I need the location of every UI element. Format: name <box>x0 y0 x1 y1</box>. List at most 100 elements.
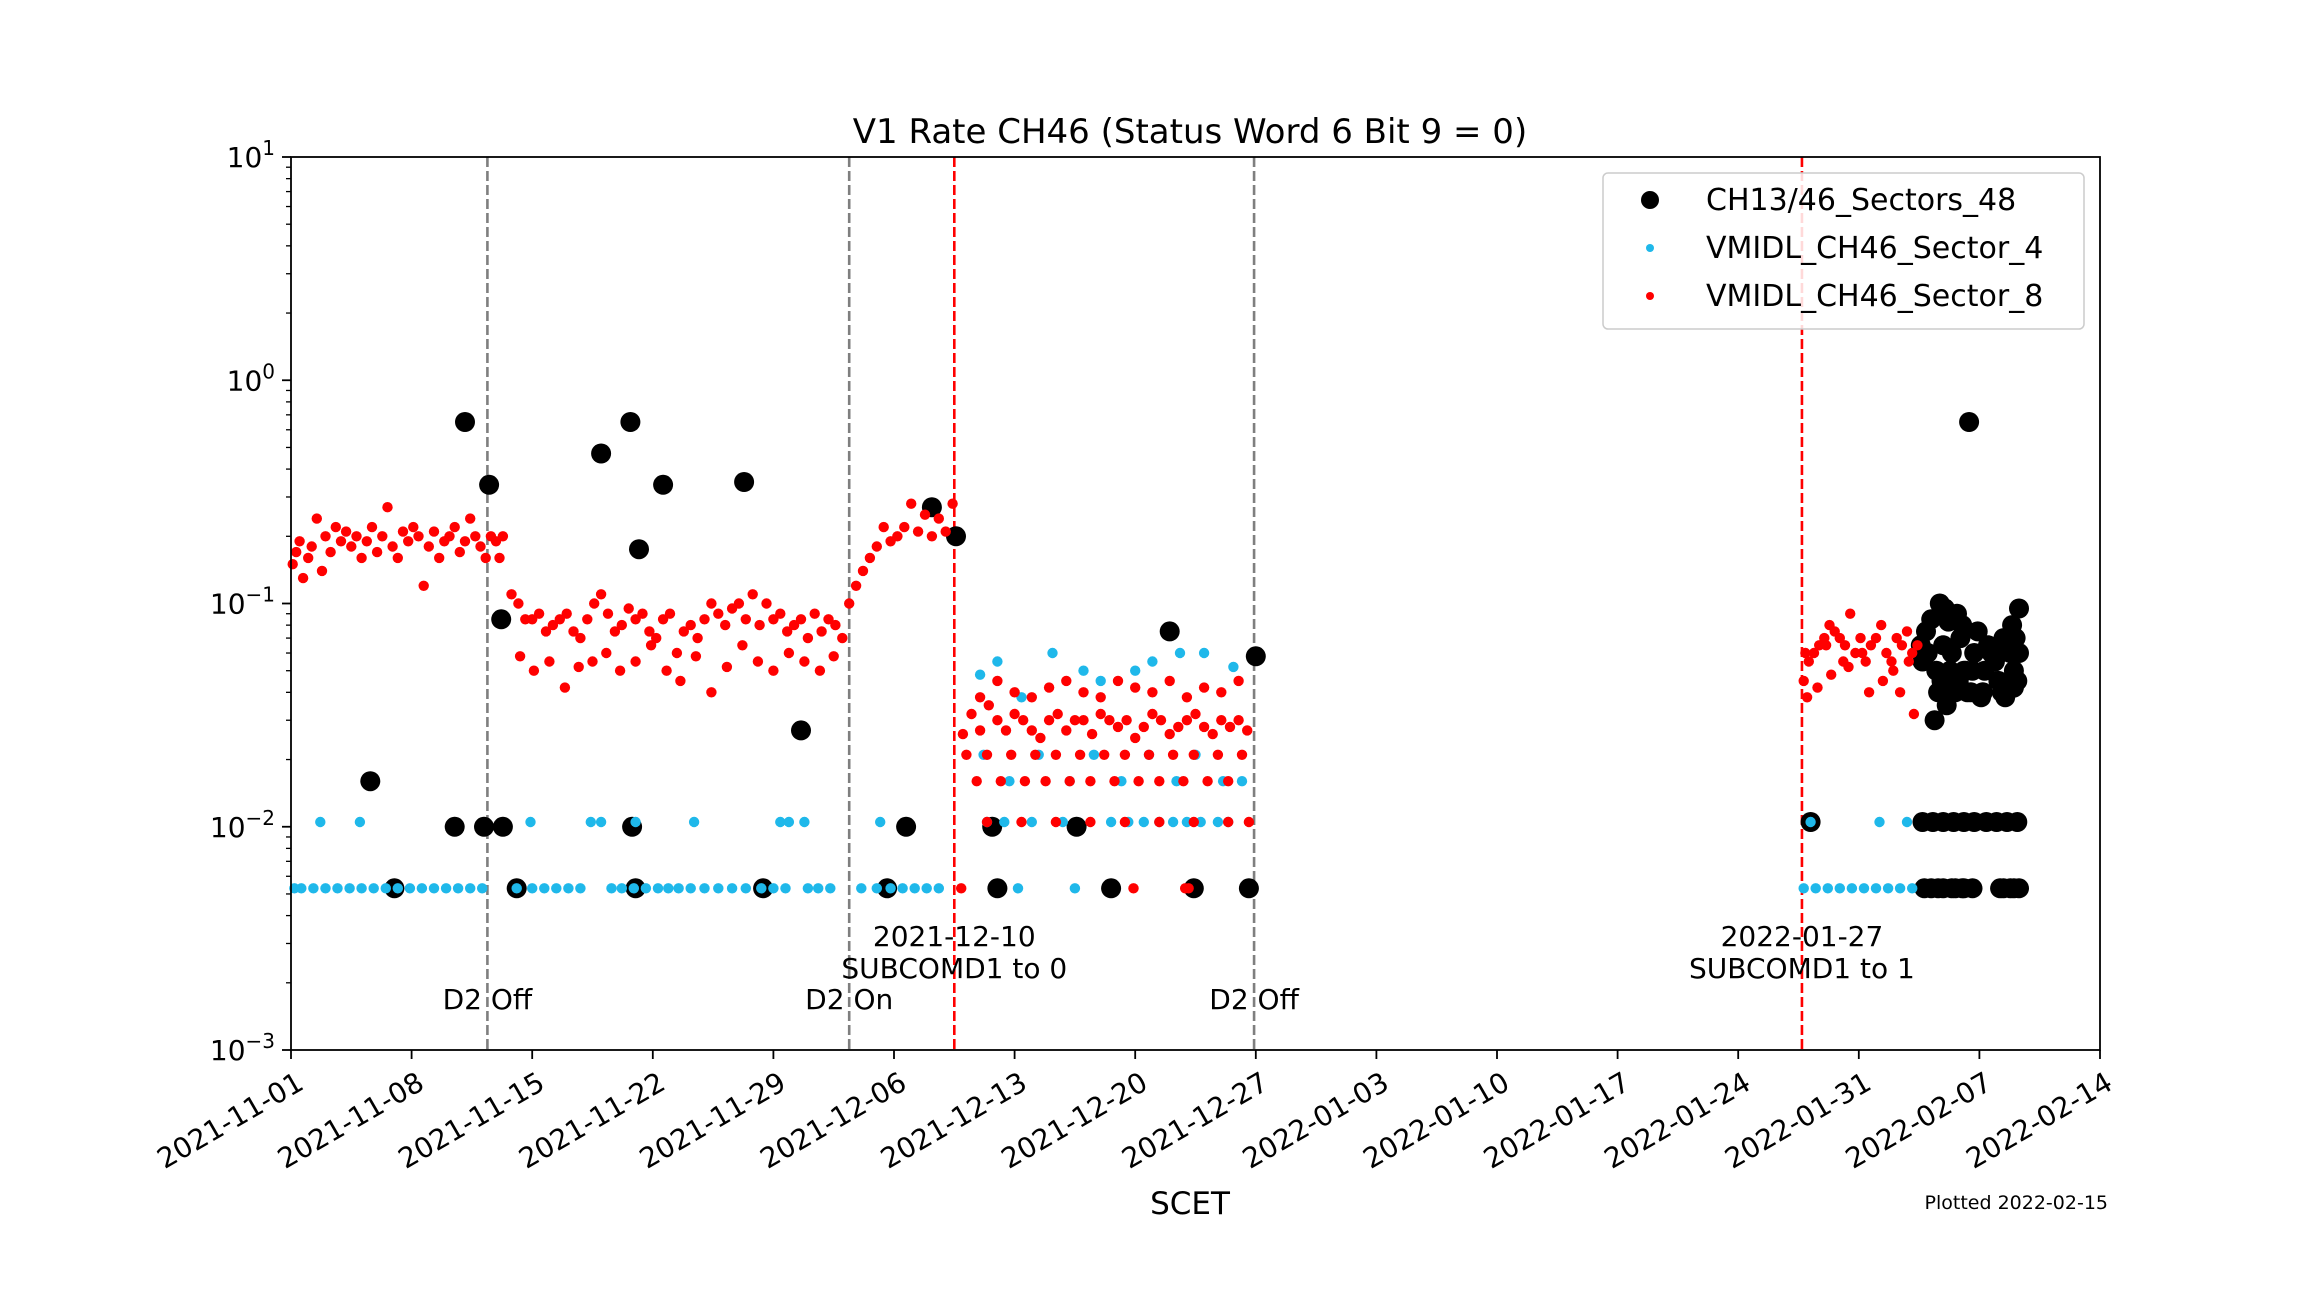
event-label-5: 2022-01-27 <box>1721 920 1884 953</box>
point-sector-8 <box>947 498 958 509</box>
point-sector-4 <box>663 883 674 894</box>
point-sector-8 <box>601 647 612 659</box>
point-sector-8 <box>690 651 702 662</box>
point-sector-8 <box>311 513 322 524</box>
point-sector-8 <box>1870 632 1882 644</box>
point-sector-4 <box>768 883 779 894</box>
point-sector-8 <box>418 580 429 591</box>
point-sector-4 <box>871 883 882 894</box>
point-sector-8 <box>287 559 298 570</box>
point-sectors-48 <box>734 472 755 492</box>
point-sector-8 <box>1242 725 1253 736</box>
point-sector-8 <box>294 536 305 547</box>
point-sector-4 <box>440 883 452 894</box>
point-sectors-48 <box>1993 628 2014 649</box>
point-sector-4 <box>356 883 367 894</box>
point-sector-8 <box>961 749 972 760</box>
point-sector-8 <box>330 521 341 533</box>
point-sector-8 <box>609 626 621 637</box>
point-sectors-48 <box>1159 621 1180 642</box>
point-sector-8 <box>1233 675 1244 687</box>
point-sector-8 <box>1820 640 1832 651</box>
point-sector-8 <box>1181 692 1193 703</box>
point-sector-8 <box>1812 682 1823 693</box>
event-label-5: SUBCOMD1 to 1 <box>1689 952 1915 985</box>
point-sector-8 <box>782 626 793 637</box>
point-sector-8 <box>1112 721 1124 733</box>
point-sector-8 <box>1216 687 1227 698</box>
point-sectors-48 <box>360 771 381 792</box>
point-sector-8 <box>1190 708 1201 720</box>
point-sector-4 <box>465 883 476 894</box>
point-sector-8 <box>1903 656 1915 667</box>
point-sector-4 <box>909 883 920 894</box>
point-sector-8 <box>1888 665 1899 676</box>
point-sectors-48 <box>1971 687 1992 708</box>
point-sector-4 <box>428 883 440 894</box>
y-tick-label: 101 <box>227 136 275 174</box>
point-sector-8 <box>1119 816 1131 828</box>
point-sector-8 <box>444 531 455 542</box>
point-sector-8 <box>1009 687 1020 698</box>
point-sector-8 <box>1043 682 1055 693</box>
point-sector-4 <box>452 883 464 894</box>
legend-label-2: VMIDL_CH46_Sector_4 <box>1706 231 2043 266</box>
point-sector-8 <box>470 531 481 542</box>
point-sector-8 <box>1112 675 1124 687</box>
point-sectors-48 <box>1924 710 1945 731</box>
point-sector-4 <box>616 883 627 894</box>
point-sector-8 <box>408 521 419 533</box>
point-sector-8 <box>573 661 584 673</box>
point-sector-8 <box>957 728 969 740</box>
point-sector-8 <box>1138 721 1150 733</box>
point-sector-8 <box>1198 682 1210 693</box>
point-sector-8 <box>733 598 745 609</box>
legend-box <box>1602 172 2085 330</box>
point-sector-8 <box>540 626 552 637</box>
point-sector-4 <box>1012 883 1024 894</box>
point-sector-8 <box>809 608 820 619</box>
point-sector-8 <box>475 541 486 552</box>
point-sector-8 <box>1095 708 1106 720</box>
point-sector-4 <box>315 816 326 828</box>
point-sector-4 <box>813 883 824 894</box>
point-sector-8 <box>799 656 810 667</box>
point-sector-8 <box>740 614 751 625</box>
point-sector-8 <box>1845 608 1856 619</box>
point-sector-8 <box>1178 776 1189 787</box>
point-sector-4 <box>1858 883 1870 894</box>
point-sector-8 <box>616 619 627 631</box>
point-sectors-48 <box>591 443 612 464</box>
point-sector-8 <box>850 580 862 591</box>
point-sector-8 <box>720 619 731 631</box>
point-sector-8 <box>1216 715 1227 726</box>
point-sector-4 <box>630 816 641 828</box>
point-sector-8 <box>361 536 372 547</box>
point-sector-4 <box>1167 816 1179 828</box>
point-sector-4 <box>1078 665 1089 676</box>
point-sector-8 <box>1154 776 1165 787</box>
point-sector-4 <box>802 883 814 894</box>
point-sectors-48 <box>987 878 1008 899</box>
point-sector-4 <box>885 883 896 894</box>
point-sector-8 <box>589 598 600 609</box>
point-sector-4 <box>1798 883 1809 894</box>
point-sector-4 <box>673 883 684 894</box>
point-sectors-48 <box>492 816 513 837</box>
point-sector-8 <box>675 675 686 687</box>
point-sector-4 <box>1907 883 1918 894</box>
point-sector-4 <box>354 816 366 828</box>
point-sector-8 <box>1803 656 1815 667</box>
point-sector-8 <box>1043 715 1055 726</box>
point-sector-8 <box>320 531 331 542</box>
event-label-2: D2 On <box>805 983 893 1016</box>
point-sector-8 <box>568 626 579 637</box>
point-sectors-48 <box>1245 646 1266 667</box>
point-sector-8 <box>1865 640 1877 651</box>
point-sector-4 <box>921 883 932 894</box>
point-sectors-48 <box>1238 878 1259 899</box>
point-sector-8 <box>1050 816 1062 828</box>
point-sector-4 <box>1805 816 1816 828</box>
point-sector-4 <box>575 883 586 894</box>
